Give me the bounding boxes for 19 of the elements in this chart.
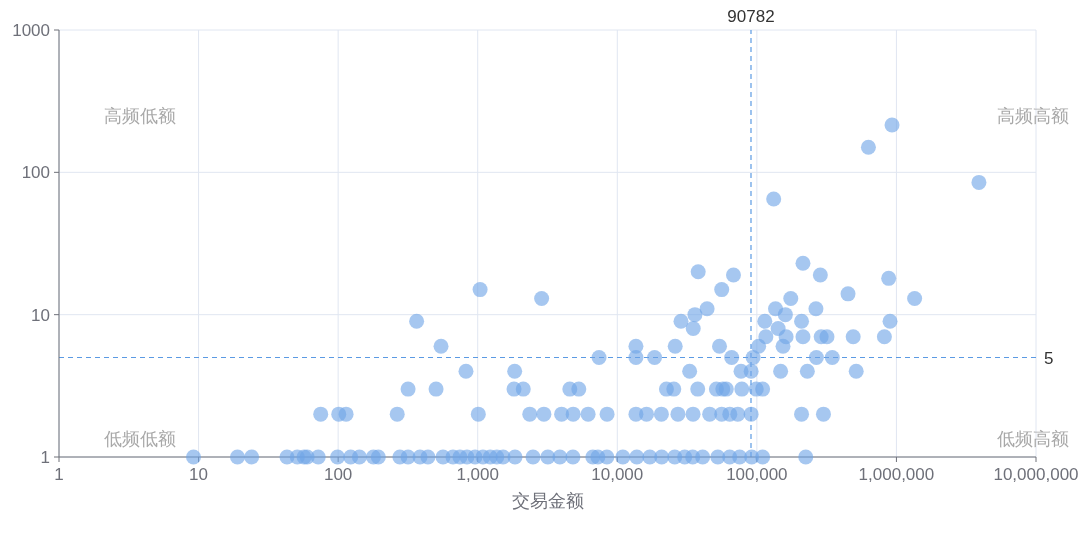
x-tick-label: 1,000 bbox=[456, 465, 499, 485]
annotation: 高频高额 bbox=[997, 106, 1069, 126]
y-tick-label: 10 bbox=[31, 305, 50, 325]
annotation: 低频高额 bbox=[997, 429, 1069, 449]
x-axis-title: 交易金额 bbox=[511, 491, 584, 511]
x-tick-label: 100 bbox=[323, 465, 353, 485]
x-tick-label: 100,000 bbox=[726, 465, 788, 485]
x-tick-label: 10,000 bbox=[591, 465, 644, 485]
annotation: 低频低额 bbox=[104, 429, 176, 449]
annotation: 高频低额 bbox=[104, 106, 176, 126]
y-tick-label: 100 bbox=[21, 163, 50, 183]
x-tick-label: 10 bbox=[189, 465, 209, 485]
x-tick-label: 10,000,000 bbox=[993, 465, 1079, 485]
x-tick-label: 1,000,000 bbox=[858, 465, 935, 485]
y-tick-label: 1 bbox=[40, 448, 50, 468]
y-tick-label: 1000 bbox=[12, 21, 50, 41]
ref-line-label: 90782 bbox=[727, 7, 775, 26]
x-tick-label: 1 bbox=[54, 465, 64, 485]
ref-line-label: 5 bbox=[1044, 348, 1054, 368]
